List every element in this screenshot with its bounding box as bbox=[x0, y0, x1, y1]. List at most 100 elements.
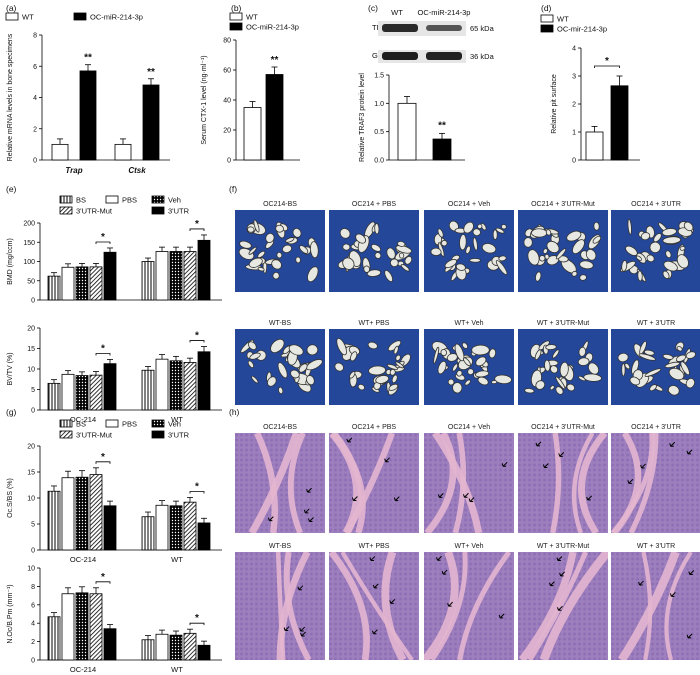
legend-label-pbs-e: PBS bbox=[122, 196, 137, 205]
panel-letter-e: (e) bbox=[6, 184, 17, 194]
significance-a: ** bbox=[147, 67, 155, 78]
bar-g2-BS bbox=[141, 639, 155, 661]
panel-letter-c: (c) bbox=[368, 3, 378, 13]
y-tick-label-b: 40 bbox=[223, 98, 231, 105]
x-tick-label-g1: OC-214 bbox=[70, 555, 96, 564]
legend-swatch-utr-g bbox=[151, 430, 165, 439]
bar-e2-PBS bbox=[61, 373, 75, 411]
he-image-h1 bbox=[424, 433, 514, 533]
y-tick-label-g1: 20 bbox=[27, 444, 35, 451]
he-image-h2 bbox=[329, 552, 419, 660]
x-tick-label-e2: WT bbox=[171, 415, 183, 424]
blot-kda-traf3: 65 kDa bbox=[470, 24, 495, 33]
bar-g2-3UTR bbox=[197, 644, 211, 661]
legend-swatch-wt-b bbox=[229, 12, 243, 21]
y-tick-label-g2: 10 bbox=[27, 566, 35, 573]
legend-swatch-mut-g bbox=[59, 430, 73, 439]
bar-d-wt bbox=[585, 131, 604, 161]
y-axis-label-b: Serum CTX-1 level (ng·ml⁻¹) bbox=[201, 55, 208, 144]
y-tick-label-e1: 200 bbox=[23, 221, 35, 228]
y-axis-label-e1: BMD (mg/ccm) bbox=[7, 238, 14, 285]
bar-e1-BS bbox=[141, 261, 155, 301]
legend-label-mut-g: 3'UTR-Mut bbox=[76, 431, 113, 440]
y-tick-label-a: 6 bbox=[33, 64, 37, 71]
significance-bracket-e2 bbox=[189, 340, 205, 343]
panel-letter-h: (h) bbox=[229, 407, 240, 417]
legend-label-bs-e: BS bbox=[76, 196, 86, 205]
x-tick-label-g2: OC-214 bbox=[70, 665, 96, 674]
bar-e2-3UTR bbox=[197, 351, 211, 411]
bar-g1-Veh bbox=[169, 505, 183, 551]
bar-g1-Veh bbox=[75, 476, 89, 551]
significance-bracket-d bbox=[594, 65, 620, 68]
y-tick-label-b: 80 bbox=[223, 38, 231, 45]
blot-band-traf3-oc bbox=[426, 25, 462, 31]
significance-g2: * bbox=[101, 572, 105, 583]
h-row1-label: OC214 + 3'UTR-Mut bbox=[531, 424, 595, 431]
legend-label-utr-e: 3'UTR bbox=[168, 207, 190, 216]
y-axis-label-g2: N.Oc/B.Pm (mm⁻¹) bbox=[7, 584, 14, 643]
he-image-h1 bbox=[518, 433, 608, 533]
bar-g1-PBS bbox=[155, 504, 169, 551]
y-tick-label-b: 0 bbox=[227, 158, 231, 165]
legend-label-bs-g: BS bbox=[76, 420, 86, 429]
bar-g1-3UTR-Mut bbox=[89, 474, 103, 551]
ct-image-f1 bbox=[235, 210, 325, 292]
he-image-h2 bbox=[518, 552, 608, 660]
bar-b-oc bbox=[265, 74, 284, 161]
bar-a-wt bbox=[114, 143, 132, 161]
significance-b: ** bbox=[271, 55, 279, 66]
bar-g1-3UTR-Mut bbox=[183, 501, 197, 551]
legend-swatch-oc-b bbox=[229, 22, 243, 31]
bar-c-oc bbox=[432, 138, 452, 161]
legend-label-utr-g: 3'UTR bbox=[168, 431, 190, 440]
f-row1-label: OC214-BS bbox=[263, 201, 297, 208]
legend-label-oc: OC-miR-214-3p bbox=[90, 13, 143, 22]
legend-swatch-pbs-g bbox=[105, 419, 119, 428]
significance-bracket-g1 bbox=[95, 461, 111, 464]
legend-label-veh-g: Veh bbox=[168, 420, 181, 429]
he-image-h1 bbox=[235, 433, 325, 533]
h-row2-label: WT + 3'UTR bbox=[636, 543, 676, 550]
h-row1-label: OC214 + PBS bbox=[351, 424, 397, 431]
f-row1-label: OC214 + 3'UTR bbox=[631, 201, 681, 208]
y-tick-label-g2: 6 bbox=[31, 602, 35, 609]
y-tick-label-g1: 15 bbox=[27, 470, 35, 477]
y-tick-label-a: 4 bbox=[33, 95, 37, 102]
ct-image-f1 bbox=[329, 210, 419, 292]
y-tick-label-e2: 0 bbox=[31, 408, 35, 415]
y-tick-label-a: 2 bbox=[33, 126, 37, 133]
significance-a: ** bbox=[84, 53, 92, 64]
f-row2-label: WT + 3'UTR bbox=[636, 320, 676, 327]
significance-e1: * bbox=[101, 232, 105, 243]
ct-image-f1 bbox=[518, 210, 608, 292]
significance-e2: * bbox=[195, 331, 199, 342]
y-tick-label-g1: 5 bbox=[31, 522, 35, 529]
bar-e2-3UTR-Mut bbox=[89, 374, 103, 411]
bar-g2-PBS bbox=[155, 633, 169, 661]
y-tick-label-e1: 50 bbox=[27, 278, 35, 285]
blot-band-gapdh-wt bbox=[382, 52, 418, 60]
h-row1-label: OC214 + Veh bbox=[447, 424, 491, 431]
ct-image-f2 bbox=[235, 329, 325, 405]
y-tick-label-b: 60 bbox=[223, 68, 231, 75]
bar-e1-PBS bbox=[155, 251, 169, 301]
bar-g2-BS bbox=[47, 616, 61, 661]
y-tick-label-e1: 150 bbox=[23, 240, 35, 247]
blot-band-gapdh-oc bbox=[426, 52, 462, 60]
h-row2-label: WT-BS bbox=[268, 543, 292, 550]
y-tick-label-c: 1.5 bbox=[374, 73, 384, 80]
y-tick-label-e2: 15 bbox=[27, 346, 35, 353]
f-row2-label: WT+ Veh bbox=[454, 320, 484, 327]
legend-swatch-oc bbox=[73, 12, 87, 21]
bar-e1-3UTR bbox=[197, 239, 211, 301]
ct-image-f2 bbox=[329, 329, 419, 405]
bar-e2-BS bbox=[141, 369, 155, 411]
significance-c: ** bbox=[438, 120, 446, 131]
he-image-h2 bbox=[611, 552, 700, 660]
panel-letter-b: (b) bbox=[231, 3, 242, 13]
bar-d-oc bbox=[610, 85, 629, 161]
significance-g1: * bbox=[101, 452, 105, 463]
panel-letter-a: (a) bbox=[6, 3, 17, 13]
